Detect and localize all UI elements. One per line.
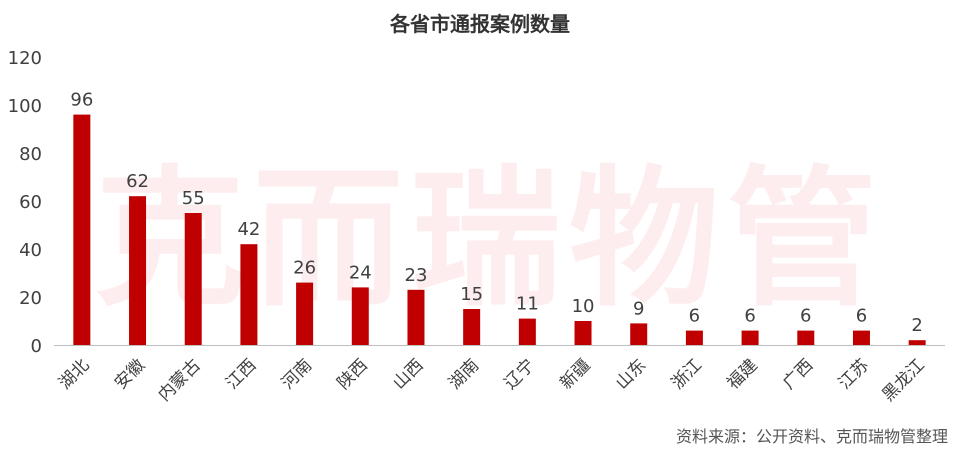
bar (184, 213, 202, 345)
bar (407, 289, 425, 345)
data-label: 23 (405, 265, 428, 286)
x-tick-label: 山西 (389, 355, 427, 393)
bar (685, 330, 703, 345)
x-tick-label: 河南 (278, 355, 316, 393)
data-label: 11 (516, 294, 539, 315)
y-tick-label: 0 (31, 336, 42, 357)
data-label: 6 (800, 306, 811, 327)
bar (741, 330, 759, 345)
bar (240, 244, 258, 345)
y-tick-label: 80 (19, 144, 42, 165)
bar (296, 282, 314, 345)
x-tick-label: 湖北 (55, 355, 93, 393)
x-tick-label: 湖南 (445, 355, 483, 393)
bar (463, 309, 481, 345)
source-note: 资料来源：公开资料、克而瑞物管整理 (675, 427, 948, 446)
data-label: 2 (911, 315, 922, 336)
bar (73, 114, 91, 345)
data-label: 96 (70, 90, 93, 111)
data-label: 15 (460, 284, 483, 305)
x-tick-label: 广西 (779, 355, 817, 393)
x-tick-label: 江苏 (835, 355, 873, 393)
x-tick-label: 陕西 (334, 355, 372, 393)
x-tick-label: 江西 (222, 355, 260, 393)
bar (908, 340, 926, 345)
bar (797, 330, 815, 345)
x-tick-label: 浙江 (668, 355, 706, 393)
data-label: 55 (182, 188, 205, 209)
bar (630, 323, 648, 345)
x-tick-label: 黑龙江 (878, 355, 928, 405)
x-tick-label: 山东 (612, 355, 650, 393)
y-axis: 0 20 40 60 80 100 120 (8, 48, 42, 357)
bar (852, 330, 870, 345)
x-axis: 湖北 安徽 内蒙古 江西 河南 陕西 山西 湖南 辽宁 新疆 山东 浙江 福建 广西 江苏 黑龙江 (54, 345, 945, 406)
data-label: 6 (856, 306, 867, 327)
y-tick-label: 20 (19, 288, 42, 309)
bar (351, 287, 369, 345)
y-tick-label: 60 (19, 192, 42, 213)
data-label: 9 (633, 298, 644, 319)
data-label: 6 (689, 306, 700, 327)
bar (129, 196, 147, 345)
bar (518, 318, 536, 345)
x-tick-label: 内蒙古 (155, 355, 205, 405)
x-tick-label: 安徽 (111, 355, 149, 393)
data-label: 62 (126, 171, 149, 192)
data-label: 24 (349, 262, 372, 283)
data-label: 6 (744, 306, 755, 327)
bar (574, 321, 592, 345)
y-tick-label: 40 (19, 240, 42, 261)
y-tick-label: 120 (8, 48, 42, 69)
x-tick-label: 新疆 (556, 355, 594, 393)
x-tick-label: 辽宁 (501, 355, 539, 393)
data-label: 10 (572, 296, 595, 317)
data-label: 42 (237, 219, 260, 240)
y-tick-label: 100 (8, 96, 42, 117)
data-label: 26 (293, 258, 316, 279)
chart-title: 各省市通报案例数量 (390, 12, 570, 36)
x-tick-label: 福建 (723, 355, 761, 393)
